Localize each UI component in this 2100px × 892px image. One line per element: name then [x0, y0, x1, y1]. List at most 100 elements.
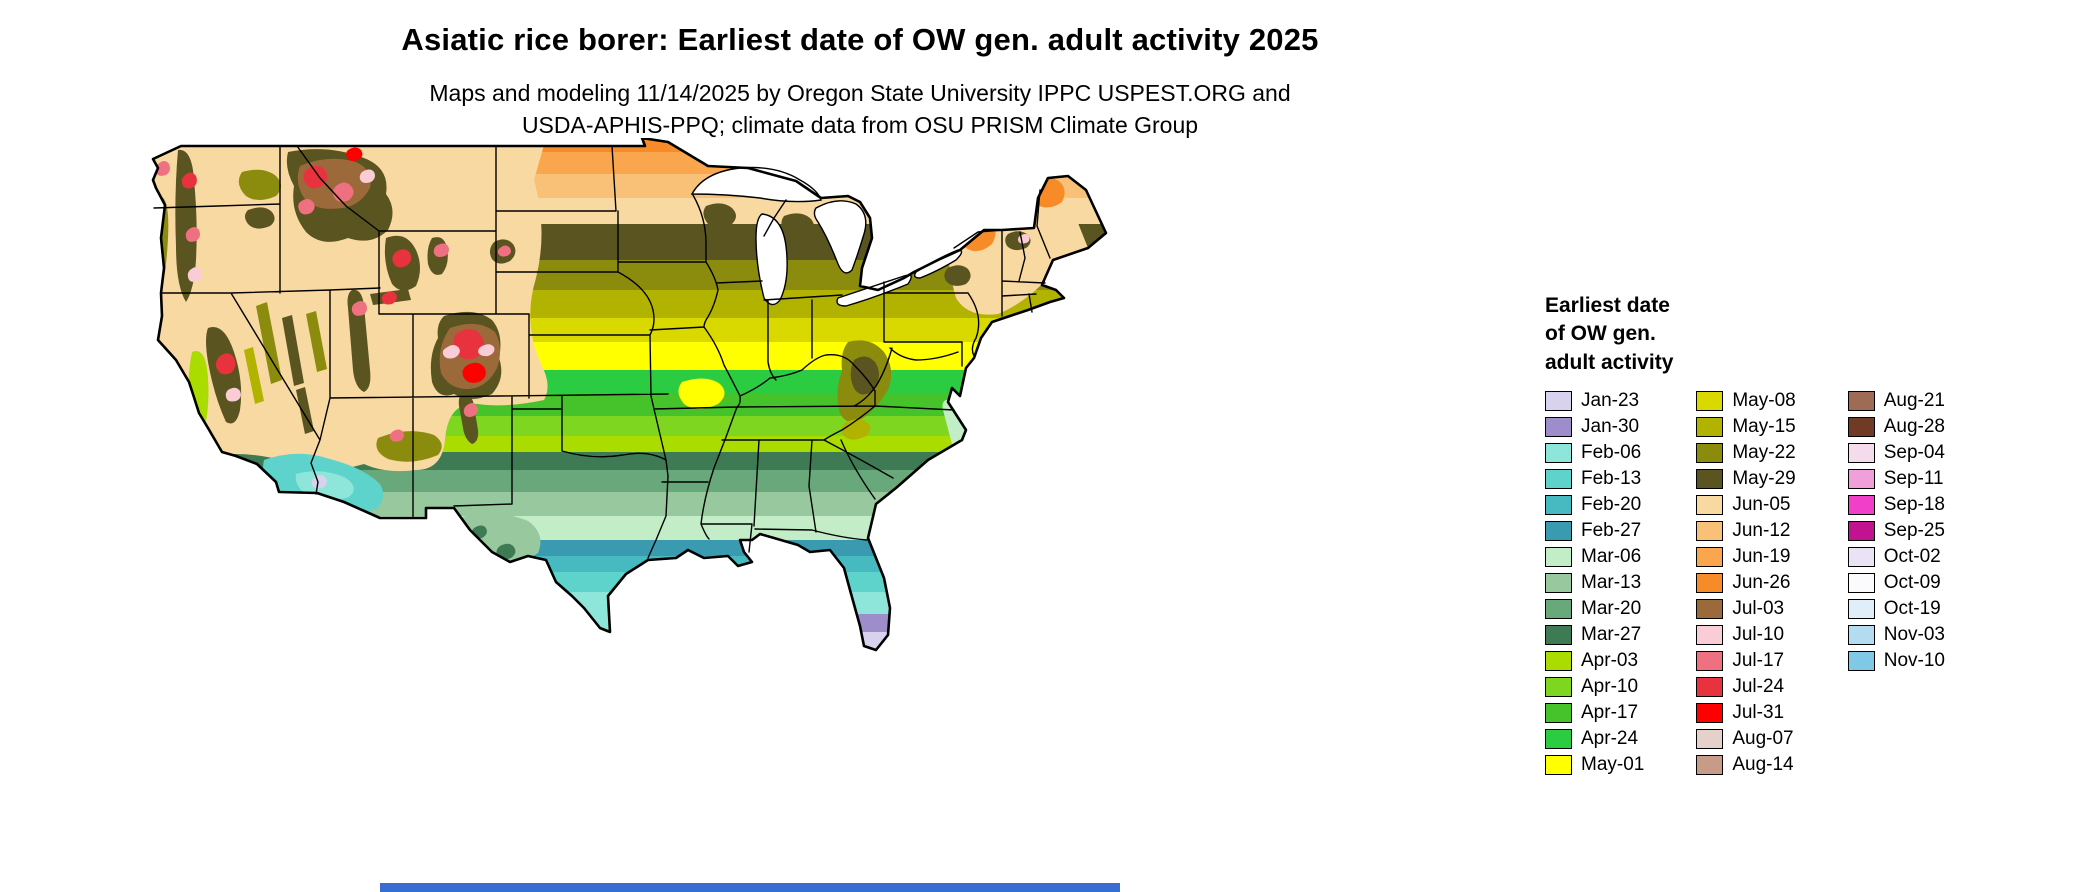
legend-label: Jun-26: [1732, 572, 1791, 594]
legend-swatch-Jun-12: [1696, 521, 1724, 542]
legend-label: Nov-03: [1883, 624, 1945, 646]
legend-entry-May-08: May-08: [1696, 390, 1796, 412]
legend-swatch-Jan-30: [1545, 417, 1572, 438]
legend-label: May-08: [1732, 390, 1796, 412]
legend-entry-Mar-27: Mar-27: [1545, 624, 1644, 646]
legend-entry-Apr-24: Apr-24: [1545, 728, 1644, 750]
legend-swatch-Mar-27: [1545, 625, 1572, 646]
map-feature-Jun-05-1: [947, 193, 1088, 315]
map-title: Asiatic rice borer: Earliest date of OW …: [401, 22, 1319, 57]
legend-swatch-Feb-27: [1545, 521, 1572, 542]
map-raster: [153, 138, 1106, 650]
legend-entry-May-01: May-01: [1545, 754, 1644, 776]
legend-entry-Jan-30: Jan-30: [1545, 416, 1644, 438]
legend-label: Feb-06: [1581, 442, 1642, 464]
legend-swatch-Aug-07: [1696, 729, 1724, 750]
map-band-Mar-13: [153, 492, 1106, 517]
legend-entry-Sep-25: Sep-25: [1847, 520, 1945, 542]
map-feature-Jul-17-7: [185, 227, 200, 242]
map-feature-Jul-10-45: [442, 345, 460, 359]
legend-entry-Sep-18: Sep-18: [1847, 494, 1945, 516]
legend-entry-Nov-10: Nov-10: [1847, 650, 1945, 672]
legend-label: Sep-25: [1883, 520, 1945, 542]
map-feature-Jul-17-40: [497, 245, 511, 257]
map-feature-Jul-17-38: [433, 243, 449, 257]
us-map-svg: [151, 136, 1108, 652]
legend-label: Apr-17: [1581, 702, 1639, 724]
legend-label: May-15: [1732, 416, 1796, 438]
legend-swatch-Feb-06: [1545, 443, 1572, 464]
legend-entry-May-15: May-15: [1696, 416, 1796, 438]
map-feature-May-15-57: [841, 419, 871, 440]
legend-swatch-Jan-23: [1545, 391, 1572, 412]
legend-entry-May-29: May-29: [1696, 468, 1796, 490]
map-feature-Jul-17-33: [351, 301, 367, 316]
map-band-Feb-20: [153, 556, 1106, 573]
legend-label: Aug-28: [1883, 416, 1945, 438]
legend-label: Oct-19: [1883, 598, 1941, 620]
legend-label: Feb-13: [1581, 468, 1642, 490]
map-feature-Jul-24-43: [453, 329, 484, 360]
legend-entry-Sep-11: Sep-11: [1847, 468, 1945, 490]
legend-label: Jul-17: [1732, 650, 1785, 672]
legend-entry-Nov-03: Nov-03: [1847, 624, 1945, 646]
legend-swatch-Oct-19: [1847, 599, 1875, 620]
map-feature-Jul-24-23: [216, 353, 236, 375]
legend-swatch-May-08: [1696, 391, 1724, 412]
map-feature-Jul-31-44: [462, 362, 486, 383]
legend-swatch-Oct-02: [1847, 547, 1875, 568]
legend-label: Jan-30: [1581, 416, 1640, 438]
map-feature-May-29-3: [245, 207, 275, 229]
legend-swatch-Jun-19: [1696, 547, 1724, 568]
map-band-Feb-27: [153, 540, 1106, 557]
legend-column-2: May-08 May-15 May-22 May-29 Jun-05 Jun-12 Jun-…: [1696, 390, 1796, 776]
legend-title-line3: adult activity: [1545, 350, 1674, 374]
legend-swatch-Feb-13: [1545, 469, 1572, 490]
legend-entry-Mar-13: Mar-13: [1545, 572, 1644, 594]
map-feature-May-29-58: [703, 203, 736, 228]
legend-label: Apr-10: [1581, 676, 1639, 698]
legend-label: May-22: [1732, 442, 1796, 464]
legend-swatch-May-22: [1696, 443, 1724, 464]
legend-column-3: Aug-21 Aug-28 Sep-04 Sep-11 Sep-18 Sep-25 Oct-…: [1847, 390, 1945, 775]
us-map: [148, 136, 1120, 666]
legend-swatch-Jun-05: [1696, 495, 1724, 516]
legend-swatch-Jul-24: [1696, 677, 1724, 698]
map-feature-May-29-18: [282, 315, 304, 386]
legend-swatch-Sep-04: [1847, 443, 1875, 464]
lake-huron-icon: [813, 200, 867, 274]
legend-entry-Sep-04: Sep-04: [1847, 442, 1945, 464]
map-feature-Jul-17-16: [298, 199, 315, 215]
legend-entry-Jul-31: Jul-31: [1696, 702, 1795, 724]
legend-label: Nov-10: [1883, 650, 1945, 672]
legend-label: Mar-13: [1581, 572, 1642, 594]
map-band-Feb-13: [153, 572, 1106, 593]
map-subtitle-line2: USDA-APHIS-PPQ; climate data from OSU PR…: [521, 111, 1199, 138]
legend-swatch-Apr-24: [1545, 729, 1572, 750]
legend-swatch-Nov-10: [1847, 651, 1875, 672]
map-feature-May-22-19: [306, 311, 327, 372]
bottom-blue-bar: [380, 883, 1120, 892]
legend-columns: Jan-23 Jan-30 Feb-06 Feb-13 Feb-20 Feb-27 Mar-…: [1545, 390, 1945, 776]
legend-label: Feb-20: [1581, 494, 1642, 516]
legend-label: Jan-23: [1581, 390, 1640, 412]
map-feature-May-01-54: [678, 378, 725, 409]
legend-swatch-Sep-11: [1847, 469, 1875, 490]
legend-label: Aug-07: [1732, 728, 1794, 750]
legend-swatch-Jul-10: [1696, 625, 1724, 646]
map-feature-May-15-20: [244, 347, 264, 404]
legend-label: Oct-09: [1883, 572, 1941, 594]
legend-entry-Jul-10: Jul-10: [1696, 624, 1795, 646]
map-feature-Jul-17-50: [389, 429, 404, 442]
legend-label: Jul-24: [1732, 676, 1785, 698]
map-feature-Jul-10-15: [359, 169, 375, 183]
legend-column-1: Jan-23 Jan-30 Feb-06 Feb-13 Feb-20 Feb-27 Mar-…: [1545, 390, 1644, 776]
state-borders: [153, 145, 1051, 559]
legend-entry-Jun-26: Jun-26: [1696, 572, 1795, 594]
map-feature-Jul-31-14: [346, 147, 363, 161]
legend-swatch-Jul-17: [1696, 651, 1724, 672]
legend-swatch-May-29: [1696, 469, 1724, 490]
legend-label: Sep-11: [1883, 468, 1944, 490]
legend-entry-Feb-06: Feb-06: [1545, 442, 1644, 464]
legend-swatch-Aug-14: [1696, 755, 1724, 776]
